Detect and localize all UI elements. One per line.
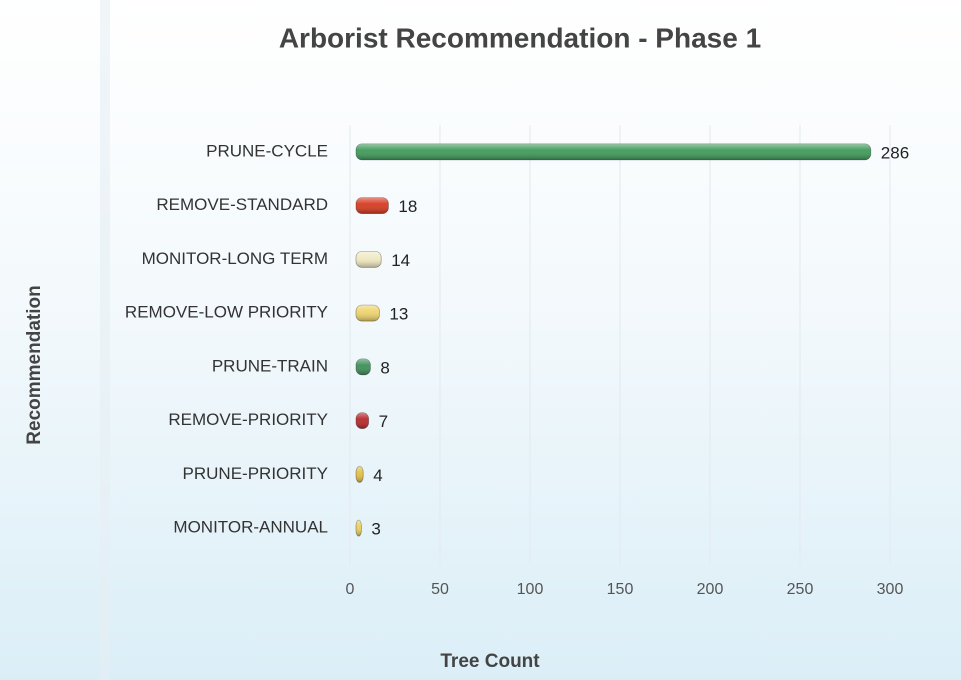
data-label: 7 xyxy=(379,412,388,431)
chart-title: Arborist Recommendation - Phase 1 xyxy=(279,22,761,53)
y-tick-label: MONITOR-LONG TERM xyxy=(142,249,328,268)
data-label: 4 xyxy=(373,466,382,485)
x-tick-label: 100 xyxy=(517,581,544,598)
x-axis-label: Tree Count xyxy=(440,651,540,672)
data-label: 3 xyxy=(371,520,380,539)
x-tick-label: 50 xyxy=(431,581,449,598)
y-tick-label: PRUNE-TRAIN xyxy=(212,356,328,375)
bar xyxy=(355,197,389,215)
bar xyxy=(355,143,872,161)
data-label: 286 xyxy=(881,143,909,162)
bar xyxy=(355,412,370,430)
y-tick-label: REMOVE-PRIORITY xyxy=(168,410,328,429)
scan-stripe xyxy=(100,0,110,680)
bar xyxy=(355,465,364,483)
data-label: 13 xyxy=(389,305,408,324)
y-tick-label: PRUNE-CYCLE xyxy=(206,141,328,160)
x-tick-label: 200 xyxy=(697,581,724,598)
bar xyxy=(355,304,380,322)
y-tick-label: PRUNE-PRIORITY xyxy=(183,464,328,483)
x-tick-label: 0 xyxy=(346,581,355,598)
data-label: 18 xyxy=(398,197,417,216)
y-axis-label: Recommendation xyxy=(24,285,45,444)
bar xyxy=(355,250,382,268)
bar xyxy=(355,358,371,376)
y-tick-label: REMOVE-STANDARD xyxy=(156,195,328,214)
bar xyxy=(355,519,362,537)
x-tick-label: 150 xyxy=(607,581,634,598)
x-tick-label: 300 xyxy=(877,581,904,598)
y-tick-label: MONITOR-ANNUAL xyxy=(173,518,328,537)
data-label: 8 xyxy=(380,358,389,377)
x-tick-label: 250 xyxy=(787,581,814,598)
data-label: 14 xyxy=(391,251,410,270)
y-tick-label: REMOVE-LOW PRIORITY xyxy=(125,303,328,322)
